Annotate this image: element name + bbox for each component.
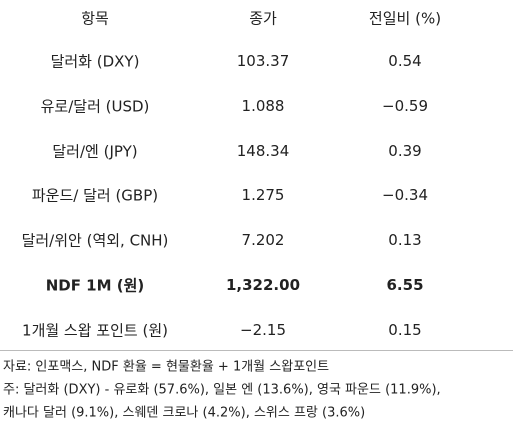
header-cell: 전일비 (%) (368, 9, 442, 28)
table-cell: −2.15 (240, 320, 286, 339)
table-cell: 7.202 (241, 231, 285, 250)
header-cell: 항목 (81, 9, 109, 28)
note: 주: 달러화 (DXY) - 유로화 (57.6%), 일본 엔 (13.6%)… (3, 382, 441, 398)
table-cell: 103.37 (236, 52, 290, 70)
table-cell: 달러/엔 (JPY) (52, 142, 138, 161)
table-cell: 0.39 (388, 141, 422, 160)
table-cell: 0.13 (388, 231, 422, 250)
table-cell: 파운드/ 달러 (GBP) (31, 186, 159, 205)
table-cell: 148.34 (236, 141, 290, 160)
table-cell: 유로/달러 (USD) (40, 97, 150, 116)
table-cell: 달러화 (DXY) (50, 52, 140, 71)
table-cell: 1개월 스왑 포인트 (원) (22, 321, 168, 340)
table-cell: 1.088 (241, 96, 285, 115)
table-cell: 6.55 (386, 276, 424, 294)
note: 캐나다 달러 (9.1%), 스웨덴 크로나 (4.2%), 스위스 프랑 (3… (3, 405, 366, 421)
table-cell: −0.34 (382, 186, 428, 205)
table-cell: NDF 1M (원) (45, 276, 145, 295)
table-cell: −0.59 (382, 96, 428, 115)
table-rule (0, 350, 513, 351)
table-cell: 0.54 (388, 52, 422, 70)
note: 자료: 인포맥스, NDF 환율 = 현물환율 + 1개월 스왑포인트 (3, 359, 330, 375)
table-cell: 1,322.00 (225, 276, 301, 294)
table-cell: 달러/위안 (역외, CNH) (21, 231, 169, 250)
header-cell: 종가 (249, 9, 277, 28)
table-cell: 1.275 (241, 186, 285, 205)
table-cell: 0.15 (388, 320, 422, 339)
